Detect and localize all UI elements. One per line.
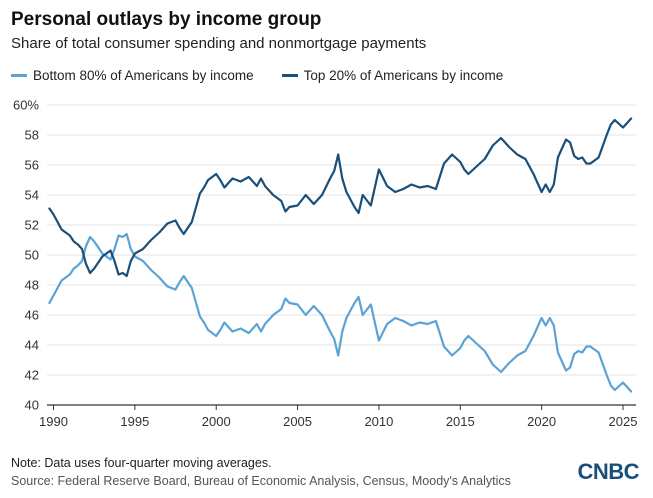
y-tick-label-50: 50 [25, 248, 39, 263]
series-lines [48, 117, 633, 393]
y-tick-label-60: 60% [13, 98, 39, 113]
x-tick-label-1995: 1995 [120, 414, 149, 429]
source-line: Source: Federal Reserve Board, Bureau of… [11, 474, 511, 488]
y-tick-label-58: 58 [25, 128, 39, 143]
x-tick-label-2015: 2015 [446, 414, 475, 429]
series-line-bottom80 [48, 232, 633, 393]
legend-item-top20: Top 20% of Americans by income [281, 68, 504, 83]
footnote: Note: Data uses four-quarter moving aver… [11, 456, 272, 470]
x-tick-label-2020: 2020 [527, 414, 556, 429]
x-axis: 1990 1995 2000 2005 2010 2015 2020 2025 [39, 405, 637, 429]
gridlines [47, 104, 636, 406]
y-tick-label-48: 48 [25, 278, 39, 293]
legend: Bottom 80% of Americans by income Top 20… [11, 68, 503, 83]
legend-swatch-top20 [281, 74, 298, 77]
y-tick-label-40: 40 [25, 398, 39, 413]
chart-title: Personal outlays by income group [11, 9, 322, 30]
legend-label-bottom80: Bottom 80% of Americans by income [33, 68, 254, 83]
y-tick-label-52: 52 [25, 218, 39, 233]
y-tick-label-56: 56 [25, 158, 39, 173]
chart-subtitle: Share of total consumer spending and non… [11, 35, 427, 52]
y-axis: 40 42 44 46 48 50 52 54 56 58 60% [13, 98, 39, 413]
legend-swatch-bottom80 [11, 74, 27, 77]
x-tick-label-2005: 2005 [283, 414, 312, 429]
legend-label-top20: Top 20% of Americans by income [303, 68, 504, 83]
legend-item-bottom80: Bottom 80% of Americans by income [11, 68, 254, 83]
x-tick-label-1990: 1990 [39, 414, 68, 429]
y-tick-label-54: 54 [25, 188, 39, 203]
cnbc-logo: CNBC [577, 459, 639, 484]
y-tick-label-46: 46 [25, 308, 39, 323]
x-tick-label-2000: 2000 [202, 414, 231, 429]
x-tick-label-2025: 2025 [609, 414, 638, 429]
y-tick-label-42: 42 [25, 368, 39, 383]
y-tick-label-44: 44 [25, 338, 39, 353]
x-tick-label-2010: 2010 [364, 414, 393, 429]
series-line-top20 [48, 117, 633, 278]
